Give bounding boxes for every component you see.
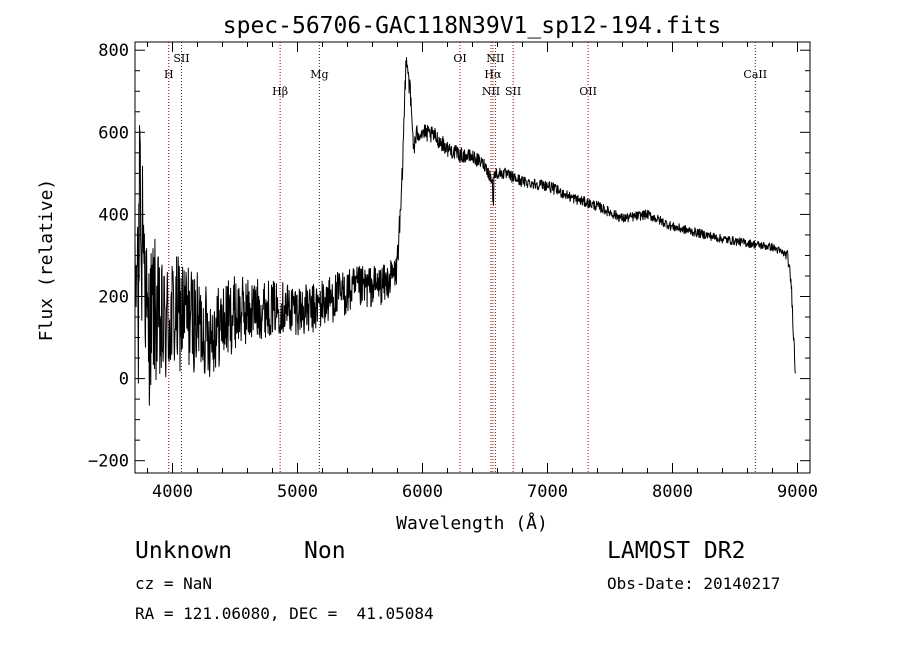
object-subclass: Non (304, 538, 346, 564)
x-tick-label: 9000 (777, 482, 818, 502)
x-axis-label: Wavelength (Å) (396, 512, 548, 534)
spectral-line-label: H (164, 68, 174, 81)
plot-frame (134, 41, 811, 474)
y-tick-label: −200 (88, 452, 129, 472)
observation-date: Obs-Date: 20140217 (607, 574, 781, 593)
coordinates: RA = 121.06080, DEC = 41.05084 (135, 604, 434, 623)
spectral-line-label: NII (486, 52, 504, 65)
object-class: Unknown (135, 538, 232, 564)
plot-area: 4000 5000 6000 7000 8000 9000 −200 0 200 400 600 80… (88, 41, 818, 502)
survey-name: LAMOST DR2 (607, 538, 746, 564)
redshift-value: cz = NaN (135, 574, 213, 593)
y-tick-label: 400 (98, 205, 129, 225)
y-tick-label: 600 (98, 123, 129, 143)
y-axis-label: Flux (relative) (36, 179, 57, 342)
y-tick-label: 0 (119, 370, 129, 390)
x-tick-label: 5000 (277, 482, 318, 502)
spectrum-line (134, 57, 796, 406)
spectral-line-label: OII (579, 85, 597, 98)
x-tick-label: 7000 (527, 482, 568, 502)
spectral-line-label: Hβ (272, 85, 288, 98)
spectral-line-label: SII (173, 52, 189, 65)
y-tick-label: 800 (98, 41, 129, 61)
spectral-line-label: NII (482, 85, 500, 98)
spectral-line-label: CaII (743, 68, 767, 81)
spectral-line-label: Mg (310, 68, 328, 81)
x-tick-label: 6000 (402, 482, 443, 502)
y-tick-label: 200 (98, 287, 129, 307)
x-tick-label: 8000 (652, 482, 693, 502)
spectral-line-label: Hα (484, 68, 502, 81)
x-tick-label: 4000 (152, 482, 193, 502)
spectral-line-label: SII (505, 85, 521, 98)
chart-title: spec-56706-GAC118N39V1_sp12-194.fits (223, 13, 722, 39)
spectral-line-label: OI (453, 52, 466, 65)
